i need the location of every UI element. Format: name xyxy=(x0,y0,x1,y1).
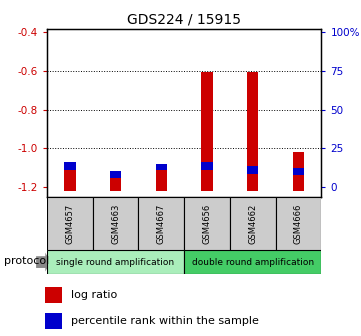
Bar xyxy=(45,313,62,329)
Bar xyxy=(110,177,121,191)
Bar xyxy=(45,287,62,303)
Bar xyxy=(138,197,184,250)
Text: GSM4662: GSM4662 xyxy=(248,203,257,244)
Text: log ratio: log ratio xyxy=(71,290,118,300)
Text: GSM4667: GSM4667 xyxy=(157,203,166,244)
Bar xyxy=(93,197,138,250)
Bar xyxy=(110,171,121,178)
Text: percentile rank within the sample: percentile rank within the sample xyxy=(71,316,259,326)
Text: GSM4666: GSM4666 xyxy=(294,203,303,244)
Text: double round amplification: double round amplification xyxy=(192,258,314,266)
Bar xyxy=(156,168,167,191)
Bar xyxy=(156,164,167,170)
Text: GSM4657: GSM4657 xyxy=(65,203,74,244)
Bar xyxy=(201,72,213,191)
Bar xyxy=(184,250,321,274)
Bar xyxy=(247,166,258,174)
Bar xyxy=(201,162,213,170)
Text: single round amplification: single round amplification xyxy=(56,258,175,266)
Text: protocol: protocol xyxy=(4,256,49,266)
Bar xyxy=(47,250,184,274)
Bar xyxy=(275,197,321,250)
Text: GSM4663: GSM4663 xyxy=(111,203,120,244)
Bar xyxy=(293,152,304,191)
Bar xyxy=(47,197,93,250)
Text: GSM4656: GSM4656 xyxy=(203,203,212,244)
Bar xyxy=(247,72,258,191)
Bar xyxy=(64,162,75,170)
Bar xyxy=(293,168,304,175)
Bar xyxy=(64,168,75,191)
FancyArrow shape xyxy=(36,253,51,271)
Bar xyxy=(184,197,230,250)
Title: GDS224 / 15915: GDS224 / 15915 xyxy=(127,12,241,26)
Bar xyxy=(230,197,275,250)
